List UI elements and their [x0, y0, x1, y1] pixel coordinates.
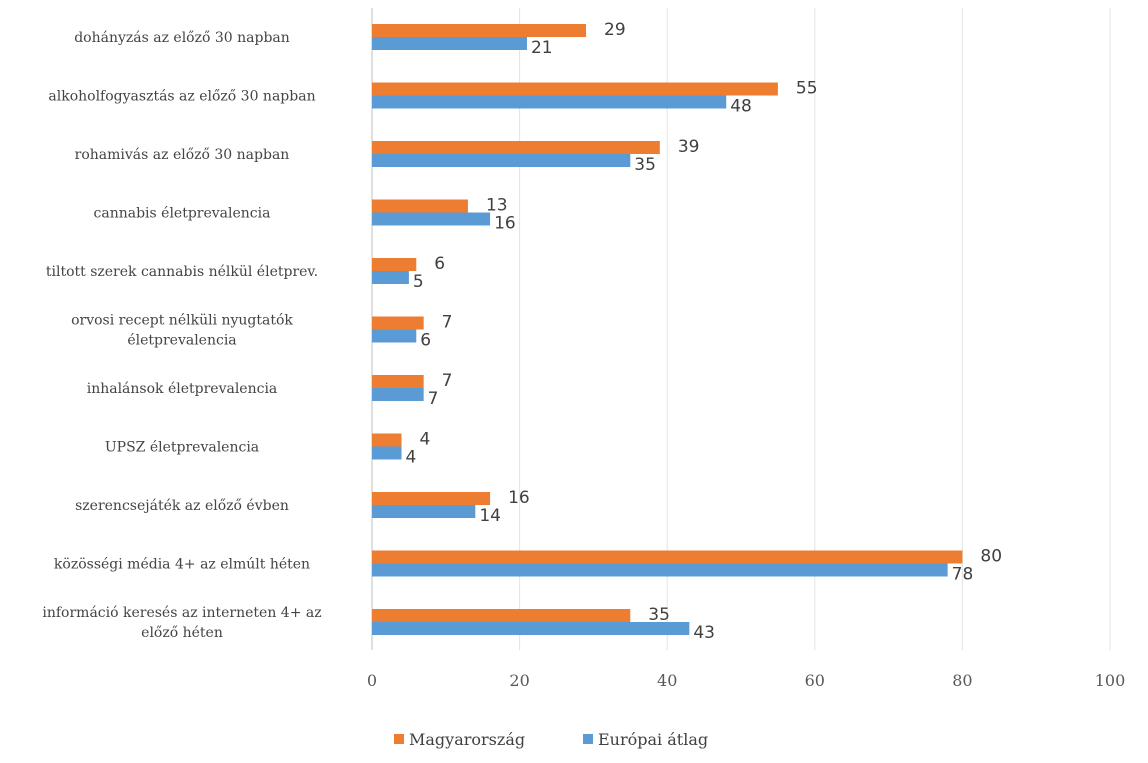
value-label: 35	[648, 605, 670, 625]
category-label: rohamivás az előző 30 napban	[75, 147, 290, 163]
legend-swatch	[583, 734, 593, 744]
bar-magyarorszag	[372, 375, 424, 388]
bar-europai-atlag	[372, 95, 727, 109]
category-label-line: rohamivás az előző 30 napban	[75, 147, 290, 163]
bar-magyarorszag	[372, 82, 778, 96]
category-label-line: információ keresés az interneten 4+ az	[42, 605, 321, 621]
category-label: orvosi recept nélküli nyugtatók életpreva…	[71, 313, 293, 349]
value-label: 6	[434, 254, 445, 274]
bar-magyarorszag	[372, 550, 963, 564]
category-label-line: szerencsejáték az előző évben	[75, 498, 289, 514]
bar-magyarorszag	[372, 316, 424, 330]
category-label-line: cannabis életprevalencia	[94, 206, 271, 222]
category-labels: dohányzás az előző 30 napban alkoholfogya…	[42, 30, 321, 641]
value-label: 7	[428, 389, 439, 409]
category-label-line: életprevalencia	[127, 333, 236, 349]
category-label: tiltott szerek cannabis nélkül életprev.	[46, 264, 318, 280]
category-label: UPSZ életprevalencia	[105, 440, 259, 456]
bar-magyarorszag	[372, 433, 402, 447]
value-label: 7	[442, 371, 453, 391]
x-tick-label: 100	[1095, 671, 1126, 690]
category-label-line: közösségi média 4+ az elmúlt héten	[54, 557, 310, 573]
value-label: 35	[634, 155, 656, 175]
category-label-line: előző héten	[141, 625, 223, 641]
x-tick-label: 20	[509, 671, 529, 690]
legend-label: Európai átlag	[598, 730, 708, 749]
bar-europai-atlag	[372, 329, 417, 343]
category-label: inhalánsok életprevalencia	[87, 381, 278, 397]
x-axis-tick-labels: 0 20 40 60 80 100	[367, 671, 1125, 690]
bar-europai-atlag	[372, 622, 690, 635]
bar-magyarorszag	[372, 141, 660, 154]
value-label: 16	[494, 214, 516, 234]
value-label: 80	[980, 547, 1002, 567]
value-label: 43	[693, 623, 715, 643]
value-label: 14	[479, 506, 501, 526]
legend-swatch	[394, 734, 404, 744]
bar-europai-atlag	[372, 154, 631, 167]
value-label: 7	[442, 313, 453, 333]
bar-magyarorszag	[372, 199, 468, 213]
value-label: 4	[420, 430, 431, 450]
category-label: alkoholfogyasztás az előző 30 napban	[48, 89, 315, 105]
value-label: 6	[420, 331, 431, 351]
value-label: 55	[796, 79, 818, 99]
bar-magyarorszag	[372, 492, 491, 505]
category-label-line: orvosi recept nélküli nyugtatók	[71, 313, 293, 329]
bars	[372, 24, 963, 635]
category-label-line: alkoholfogyasztás az előző 30 napban	[48, 89, 315, 105]
value-label: 39	[678, 137, 700, 157]
bar-europai-atlag	[372, 505, 476, 518]
gridlines	[371, 8, 1111, 650]
bar-magyarorszag	[372, 24, 587, 37]
category-label: szerencsejáték az előző évben	[75, 498, 289, 514]
category-label: információ keresés az interneten 4+ az el…	[42, 605, 321, 641]
value-label: 48	[730, 97, 752, 117]
value-label: 5	[413, 272, 424, 292]
bar-europai-atlag	[372, 388, 424, 401]
value-label: 16	[508, 488, 530, 508]
category-label: cannabis életprevalencia	[94, 206, 271, 222]
bar-europai-atlag	[372, 563, 948, 577]
value-label: 4	[406, 448, 417, 468]
bar-magyarorszag	[372, 258, 417, 271]
legend-label: Magyarország	[409, 730, 525, 749]
bar-europai-atlag	[372, 212, 491, 226]
category-label-line: inhalánsok életprevalencia	[87, 381, 278, 397]
bar-europai-atlag	[372, 271, 409, 284]
value-label: 29	[604, 20, 626, 40]
bar-europai-atlag	[372, 37, 527, 50]
x-tick-label: 40	[657, 671, 677, 690]
category-label-line: UPSZ életprevalencia	[105, 440, 259, 456]
bar-europai-atlag	[372, 446, 402, 460]
value-label: 21	[531, 38, 553, 58]
x-tick-label: 60	[805, 671, 825, 690]
value-label: 78	[952, 565, 974, 585]
bar-magyarorszag	[372, 609, 631, 622]
category-label-line: tiltott szerek cannabis nélkül életprev.	[46, 264, 318, 280]
category-label-line: dohányzás az előző 30 napban	[74, 30, 290, 46]
x-tick-label: 0	[367, 671, 377, 690]
value-label: 13	[486, 196, 508, 216]
legend: Magyarország Európai átlag	[394, 730, 708, 749]
category-label: közösségi média 4+ az elmúlt héten	[54, 557, 310, 573]
x-tick-label: 80	[952, 671, 972, 690]
category-label: dohányzás az előző 30 napban	[74, 30, 290, 46]
